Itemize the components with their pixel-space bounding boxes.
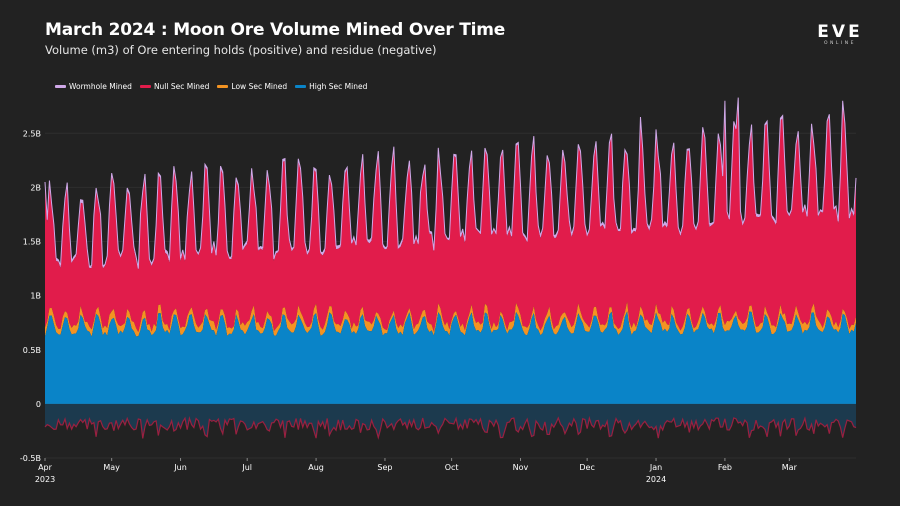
series-low-sec-area (45, 301, 856, 337)
legend-item-high-sec[interactable]: High Sec Mined (295, 82, 367, 91)
y-tick-label-5: 0 (36, 400, 41, 409)
legend-label-wormhole: Wormhole Mined (69, 81, 132, 91)
legend-swatch-low-sec (217, 84, 229, 88)
x-tick-label-5: Sep (377, 463, 392, 472)
legend-label-low-sec: Low Sec Mined (231, 81, 288, 91)
legend-item-wormhole[interactable]: Wormhole Mined (55, 82, 132, 91)
y-tick-label-4: 0.5B (23, 346, 41, 355)
x-tick-label-6: Oct (445, 463, 459, 472)
x-tick-label-8: Dec (579, 463, 594, 472)
x-tick-label-2: Jun (173, 463, 187, 472)
series-residue-line (44, 415, 857, 440)
legend-label-high-sec: High Sec Mined (309, 81, 368, 91)
legend-swatch-null-sec (139, 84, 151, 88)
series-high-sec-area (45, 311, 856, 404)
x-tick-label-11: Mar (782, 463, 798, 472)
chart-legend: Wormhole Mined Null Sec Mined Low Sec Mi… (55, 80, 367, 92)
legend-item-null-sec[interactable]: Null Sec Mined (139, 81, 210, 91)
y-tick-label-6: -0.5B (20, 454, 41, 463)
logo-text: EVE (817, 22, 863, 42)
eve-online-logo: EVE ONLINE (810, 22, 870, 48)
y-tick-label-1: 2B (30, 183, 41, 192)
chart-subtitle: Volume (m3) of Ore entering holds (posit… (45, 43, 437, 57)
series-null-sec-area (45, 98, 856, 333)
y-tick-label-0: 2.5B (23, 129, 41, 138)
x-tick-label-7: Nov (513, 463, 529, 472)
series-wormhole-line (44, 97, 857, 269)
legend-item-low-sec[interactable]: Low Sec Mined (217, 82, 287, 91)
series-residue-area (45, 403, 856, 439)
x-tick-year-0: 2023 (35, 475, 55, 484)
x-tick-label-0: Apr (38, 463, 53, 472)
legend-swatch-high-sec (295, 84, 307, 88)
legend-label-null-sec: Null Sec Mined (153, 81, 210, 91)
logo-subtext: ONLINE (824, 41, 856, 46)
x-tick-label-4: Aug (308, 463, 324, 472)
y-tick-label-3: 1B (30, 292, 41, 301)
y-tick-label-2: 1.5B (23, 238, 41, 247)
chart-title: March 2024 : Moon Ore Volume Mined Over … (45, 20, 506, 40)
x-tick-label-10: Feb (718, 463, 732, 472)
x-tick-label-1: May (103, 463, 120, 472)
x-tick-year-9: 2024 (646, 475, 666, 484)
legend-swatch-wormhole (55, 84, 66, 88)
x-tick-label-3: Jul (241, 463, 252, 472)
x-tick-label-9: Jan (649, 463, 662, 472)
